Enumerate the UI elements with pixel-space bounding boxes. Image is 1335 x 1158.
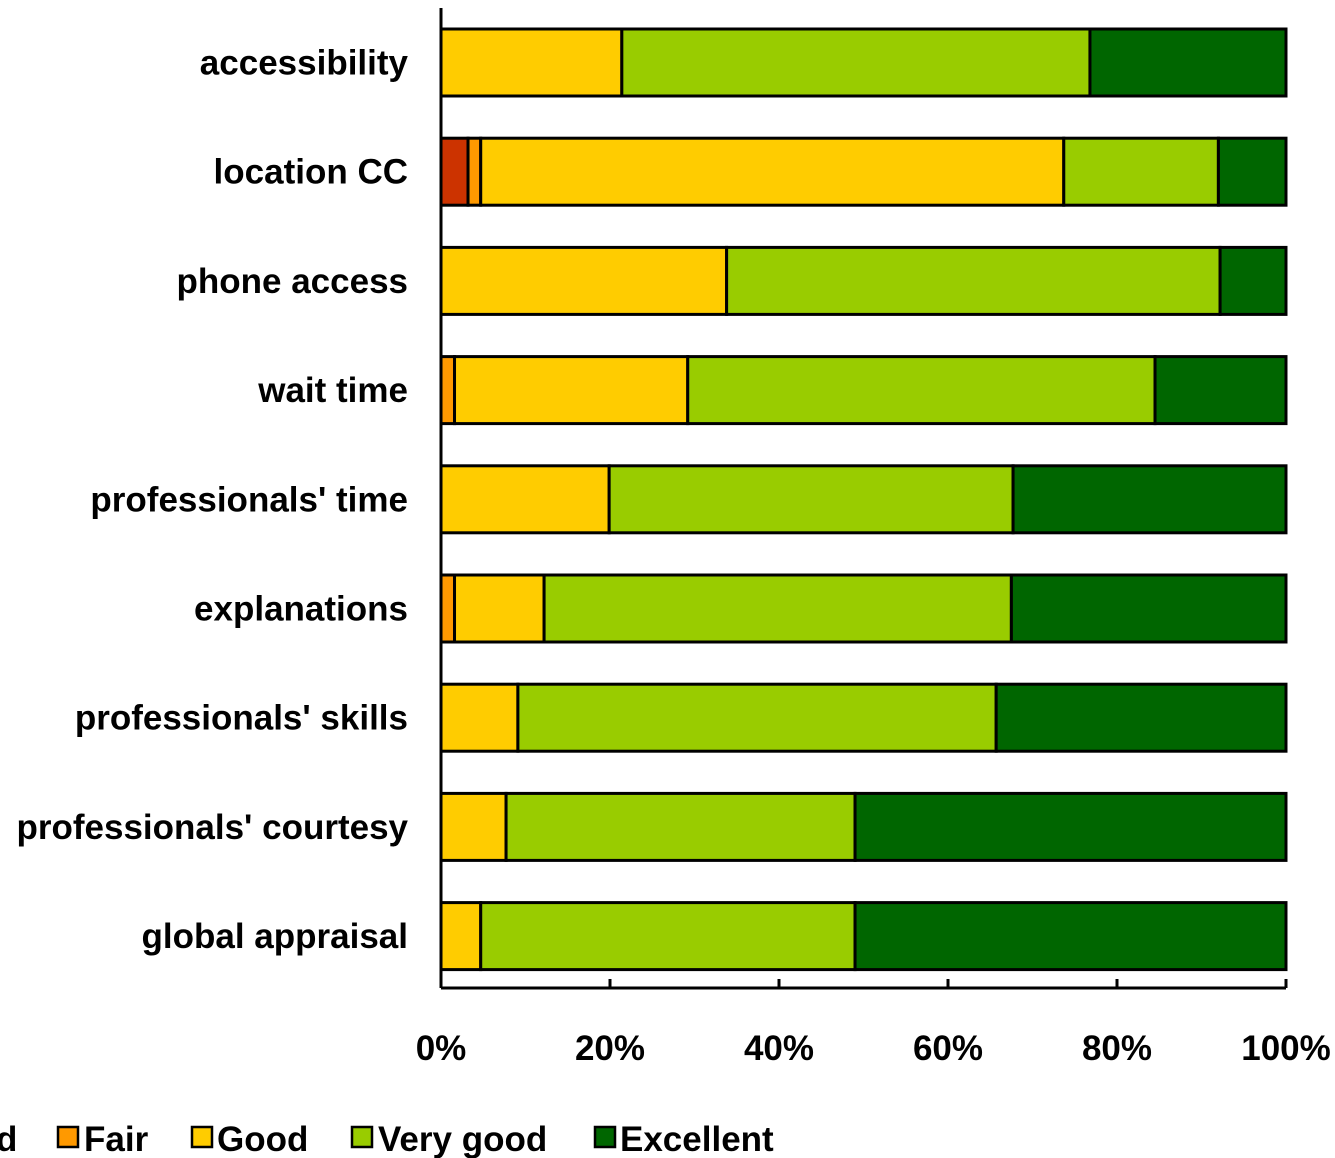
bar-segment-wait-time-excellent [1153,355,1288,426]
bar-segment-professionals-skills-very-good [516,682,998,753]
legend-swatch-good [190,1125,214,1149]
category-label-global-appraisal: global appraisal [142,917,408,956]
category-label-wait-time: wait time [257,371,408,410]
bar-segment-phone-access-very-good [725,245,1222,316]
bar-segment-location-cc-good [479,136,1066,207]
bar-segment-accessibility-good [439,27,624,98]
bar-segment-wait-time-fair [439,355,457,426]
legend-swatch-very-good [350,1125,374,1149]
legend-item-bad: d [0,1120,17,1158]
legend: d Fair Good Very good Excellent [0,1120,774,1158]
bar-segment-explanations-excellent [1009,573,1288,644]
legend-item-good: Good [190,1120,308,1158]
x-tick-label: 100% [1241,1029,1331,1068]
legend-label-good: Good [217,1120,308,1158]
bar-segment-accessibility-very-good [620,27,1092,98]
x-tick-label: 80% [1082,1029,1152,1068]
legend-swatch-excellent [593,1125,617,1149]
bar-segment-professionals-courtesy-excellent [853,791,1288,862]
bar-segment-location-cc-excellent [1216,136,1288,207]
category-label-accessibility: accessibility [200,44,409,83]
bar-segment-phone-access-good [439,245,729,316]
bar-segment-location-cc-very-good [1062,136,1220,207]
bar-segment-professionals-time-good [439,464,611,535]
category-labels: accessibility location CC phone access wait… [16,44,408,957]
bar-segment-professionals-time-very-good [607,464,1015,535]
bar-segment-wait-time-good [453,355,690,426]
x-tick-label: 40% [744,1029,814,1068]
bar-segment-professionals-time-excellent [1011,464,1288,535]
legend-swatch-fair [56,1125,80,1149]
bar-segment-explanations-fair [439,573,457,644]
x-ticks: 0% 20% 40% 60% 80% 100% [416,979,1331,1068]
bars-layer [439,27,1288,972]
legend-item-fair: Fair [56,1120,149,1158]
bar-segment-professionals-skills-excellent [994,682,1288,753]
category-label-professionals-time: professionals' time [90,480,408,519]
bar-segment-accessibility-excellent [1088,27,1288,98]
bar-segment-location-cc-fair [466,136,483,207]
bar-segment-phone-access-excellent [1218,245,1288,316]
bar-segment-global-appraisal-very-good [479,901,857,972]
bar-segment-professionals-courtesy-very-good [504,791,857,862]
legend-label-fair: Fair [84,1120,149,1158]
bar-segment-location-cc-bad [439,136,470,207]
x-tick-label: 20% [575,1029,645,1068]
category-label-explanations: explanations [194,590,408,629]
category-label-location-cc: location CC [214,153,408,192]
bar-segment-explanations-very-good [542,573,1013,644]
bar-segment-global-appraisal-excellent [853,901,1288,972]
bar-segment-professionals-skills-good [439,682,520,753]
legend-label-excellent: Excellent [620,1120,774,1158]
x-tick-label: 0% [416,1029,467,1068]
axes-layer [439,8,1286,990]
legend-label-very-good: Very good [378,1120,547,1158]
category-label-professionals-skills: professionals' skills [75,699,408,738]
category-label-phone-access: phone access [177,262,409,301]
x-tick-label: 60% [913,1029,983,1068]
legend-item-very-good: Very good [350,1120,547,1158]
legend-item-excellent: Excellent [593,1120,774,1158]
bar-segment-wait-time-very-good [686,355,1157,426]
bar-segment-global-appraisal-good [439,901,483,972]
bar-segment-explanations-good [453,573,546,644]
legend-label-bad: d [0,1120,17,1158]
category-label-professionals-courtesy: professionals' courtesy [16,808,408,847]
bar-segment-professionals-courtesy-good [439,791,508,862]
